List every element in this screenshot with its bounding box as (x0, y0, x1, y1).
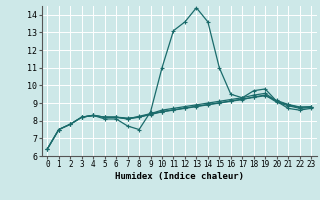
X-axis label: Humidex (Indice chaleur): Humidex (Indice chaleur) (115, 172, 244, 181)
